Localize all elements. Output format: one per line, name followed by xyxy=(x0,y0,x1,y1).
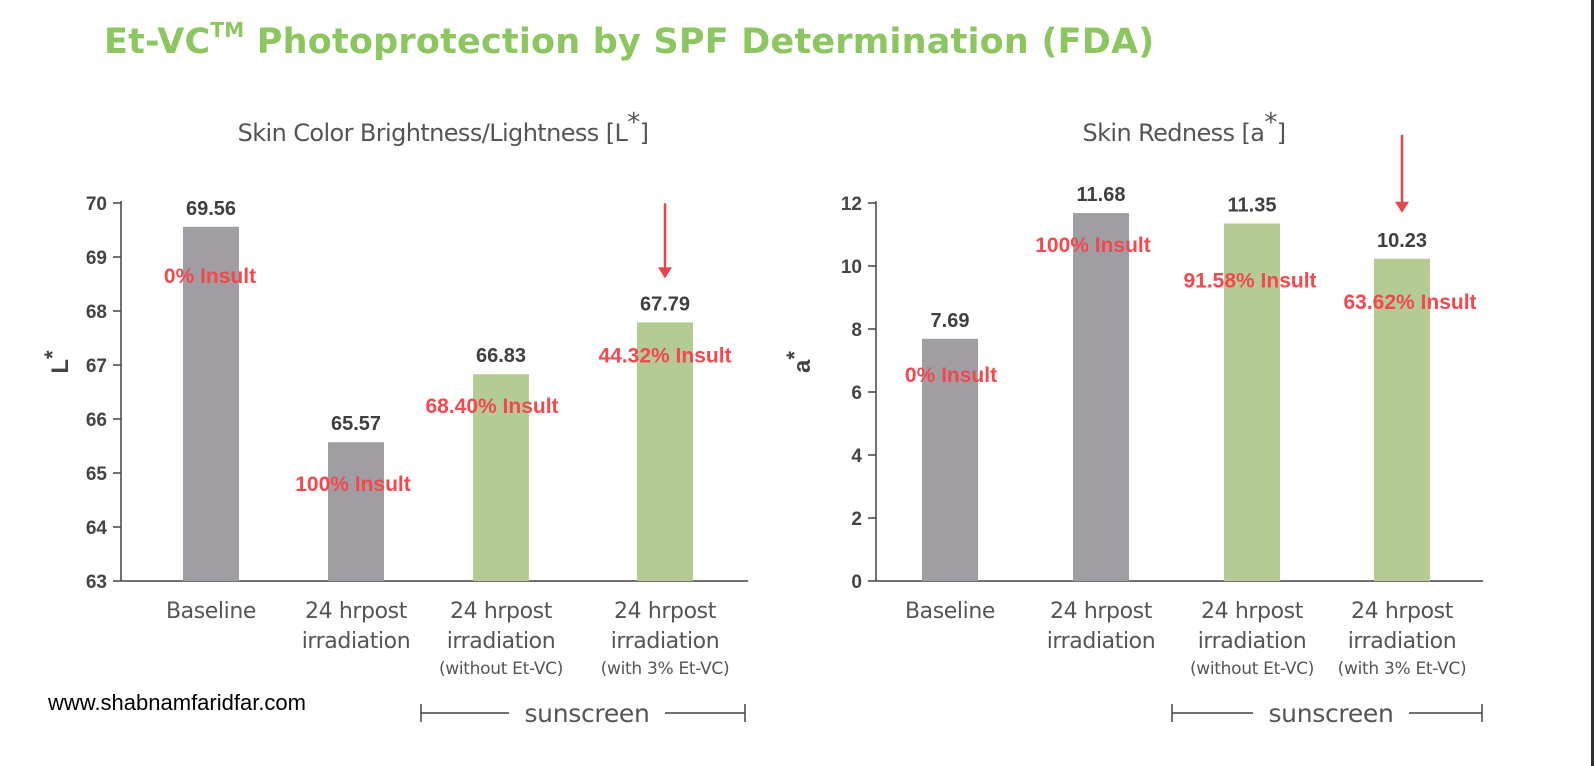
x-category-label: Baseline xyxy=(905,599,995,624)
highlight-arrow-head xyxy=(658,267,672,279)
bar-value-label: 7.69 xyxy=(931,310,970,332)
insult-annotation: 0% Insult xyxy=(905,364,997,387)
chart-title-asterisk: * xyxy=(1264,108,1277,138)
y-axis-label: a* xyxy=(782,351,816,373)
bar xyxy=(637,322,693,581)
x-category-label: (with 3% Et-VC) xyxy=(601,659,730,679)
chart-1: Skin Color Brightness/Lightness [L*]L*63… xyxy=(40,108,748,728)
y-tick-label: 10 xyxy=(841,257,862,278)
y-tick-label: 2 xyxy=(851,509,862,530)
y-axis-label-text: L xyxy=(47,359,74,374)
trademark-superscript: TM xyxy=(210,18,245,42)
bar-value-label: 11.68 xyxy=(1077,184,1126,206)
x-category-label: 24 hrpost xyxy=(1351,599,1454,624)
insult-annotation: 0% Insult xyxy=(164,265,256,288)
y-tick-label: 4 xyxy=(851,446,862,467)
group-label-sunscreen: sunscreen xyxy=(1268,699,1393,728)
y-tick-label: 8 xyxy=(851,320,862,341)
chart-title: Skin Color Brightness/Lightness [L*] xyxy=(238,108,649,147)
highlight-arrow-head xyxy=(1395,201,1409,213)
bar xyxy=(328,442,384,581)
x-category-label: (without Et-VC) xyxy=(1190,659,1314,679)
bar-value-label: 65.57 xyxy=(331,413,381,435)
y-tick-label: 63 xyxy=(86,572,107,593)
chart-title-end: ] xyxy=(1277,119,1286,147)
title-prefix: Et-VC xyxy=(104,22,211,62)
insult-annotation: 100% Insult xyxy=(295,473,411,496)
group-label-sunscreen: sunscreen xyxy=(524,699,649,728)
insult-annotation: 91.58% Insult xyxy=(1183,269,1316,292)
x-category-label: irradiation xyxy=(302,629,411,654)
chart-2: Skin Redness [a*]a*0246810127.69Baseline… xyxy=(782,108,1483,728)
x-category-label: 24 hrpost xyxy=(1050,599,1153,624)
x-category-label: irradiation xyxy=(611,629,720,654)
bar xyxy=(183,226,239,581)
x-category-label: irradiation xyxy=(447,629,556,654)
x-category-label: (with 3% Et-VC) xyxy=(1338,659,1467,679)
bar xyxy=(1073,213,1129,581)
insult-annotation: 63.62% Insult xyxy=(1343,291,1476,314)
bar-value-label: 69.56 xyxy=(186,198,236,220)
y-tick-label: 6 xyxy=(851,383,862,404)
bar xyxy=(1224,223,1280,581)
insult-annotation: 44.32% Insult xyxy=(598,344,731,367)
bar xyxy=(922,338,978,581)
y-tick-label: 12 xyxy=(841,194,862,215)
chart-title: Skin Redness [a*] xyxy=(1082,108,1285,147)
frame-edge xyxy=(1591,0,1594,766)
bar-value-label: 10.23 xyxy=(1377,230,1427,252)
y-axis-label: L* xyxy=(40,350,74,374)
bar-value-label: 67.79 xyxy=(640,293,690,315)
y-axis-label-asterisk: * xyxy=(782,351,807,360)
website-url: www.shabnamfaridfar.com xyxy=(48,690,306,715)
y-axis-label-text: a xyxy=(789,359,816,373)
x-category-label: (without Et-VC) xyxy=(439,659,563,679)
y-tick-label: 67 xyxy=(86,356,107,377)
x-category-label: irradiation xyxy=(1047,629,1156,654)
y-tick-label: 64 xyxy=(86,518,108,539)
bar-value-label: 66.83 xyxy=(476,345,526,367)
y-tick-label: 0 xyxy=(851,572,862,593)
y-tick-label: 65 xyxy=(86,464,108,485)
y-tick-label: 69 xyxy=(86,248,107,269)
chart-title-text: Skin Redness [a xyxy=(1082,119,1264,147)
insult-annotation: 100% Insult xyxy=(1035,234,1151,257)
bar xyxy=(473,374,529,581)
x-category-label: 24 hrpost xyxy=(450,599,553,624)
x-category-label: 24 hrpost xyxy=(614,599,717,624)
x-category-label: 24 hrpost xyxy=(1201,599,1304,624)
bar xyxy=(1374,258,1430,581)
bar-value-label: 11.35 xyxy=(1228,194,1277,216)
insult-annotation: 68.40% Insult xyxy=(425,395,558,418)
y-tick-label: 70 xyxy=(86,194,107,215)
page-title: Et-VCTM Photoprotection by SPF Determina… xyxy=(104,18,1154,62)
y-axis-label-asterisk: * xyxy=(40,350,65,359)
x-category-label: Baseline xyxy=(166,599,256,624)
y-tick-label: 68 xyxy=(86,302,107,323)
x-category-label: 24 hrpost xyxy=(305,599,408,624)
chart-title-end: ] xyxy=(640,119,649,147)
x-category-label: irradiation xyxy=(1198,629,1307,654)
x-category-label: irradiation xyxy=(1348,629,1457,654)
title-suffix: Photoprotection by SPF Determination (FD… xyxy=(244,22,1155,62)
chart-title-text: Skin Color Brightness/Lightness [L xyxy=(238,119,629,147)
chart-title-asterisk: * xyxy=(627,108,640,138)
y-tick-label: 66 xyxy=(86,410,107,431)
